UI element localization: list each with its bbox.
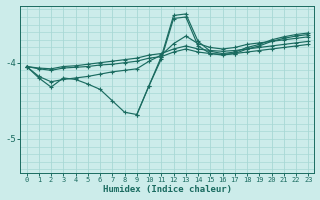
X-axis label: Humidex (Indice chaleur): Humidex (Indice chaleur)	[103, 185, 232, 194]
